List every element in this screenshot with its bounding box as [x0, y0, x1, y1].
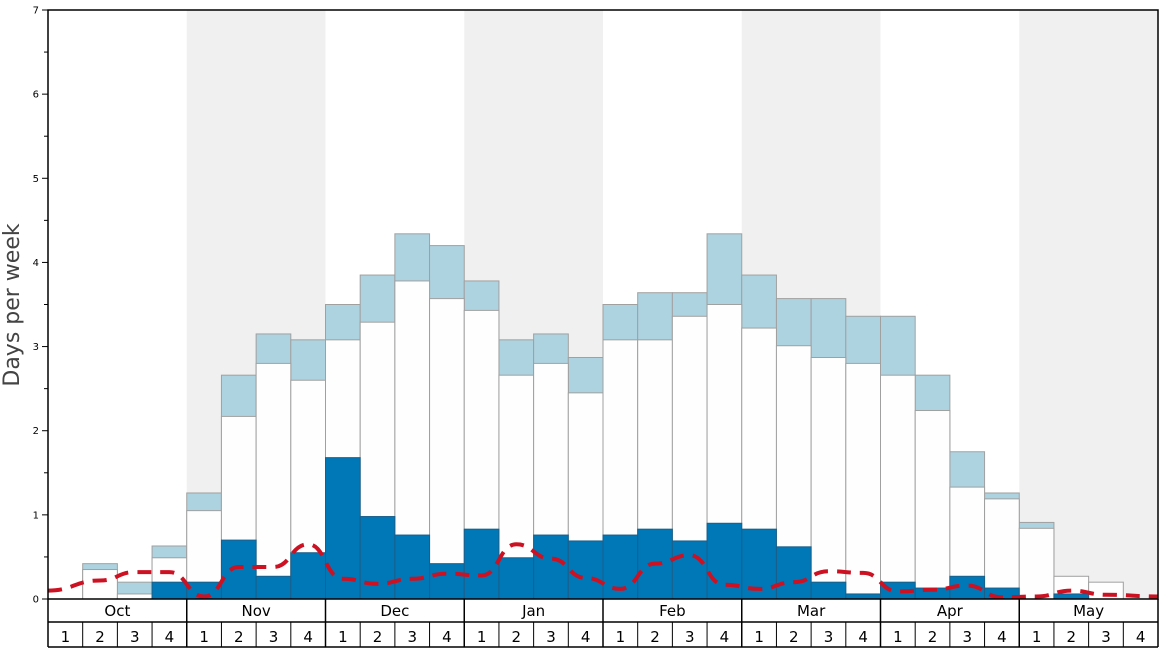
week-label-15: 3: [546, 628, 556, 646]
week-label-27: 3: [962, 628, 972, 646]
bar-dark-30: [1053, 593, 1090, 600]
bar-dark-10: [359, 516, 396, 600]
week-label-32: 4: [1136, 628, 1146, 646]
y-axis: 0 1 2 3 4 5 6 7: [33, 6, 48, 606]
week-label-13: 1: [477, 628, 487, 646]
month-label-may: May: [1073, 602, 1104, 620]
month-label-mar: Mar: [797, 602, 826, 620]
week-label-31: 3: [1101, 628, 1111, 646]
week-label-25: 1: [893, 628, 903, 646]
y-tick-label-6: 6: [33, 90, 39, 101]
x-axis: Oct Nov Dec Jan Feb Mar Apr May 1 2 3 4 1 2 3 4 1 2 3 4 1 2 3 4…: [47, 599, 1159, 648]
bar-dark-12: [429, 563, 465, 600]
plot-frame: [47, 9, 1159, 600]
trend-line-group: [47, 542, 1159, 600]
bar-dark-9: [325, 457, 361, 600]
week-label-21: 1: [754, 628, 764, 646]
bar-white-28: [984, 498, 1020, 600]
bar-white-12: [429, 298, 465, 600]
bar-dark-15: [533, 534, 569, 600]
month-label-feb: Feb: [659, 602, 686, 620]
y-tick-label-5: 5: [33, 174, 39, 185]
y-tick-label-1: 1: [33, 510, 39, 521]
week-label-29: 1: [1032, 628, 1042, 646]
bar-dark-6: [220, 539, 257, 600]
month-band-may: [1019, 10, 1158, 599]
bar-dark-19: [671, 540, 708, 600]
week-label-10: 2: [373, 628, 383, 646]
bar-dark-8: [290, 552, 326, 600]
week-label-18: 2: [650, 628, 660, 646]
week-label-2: 2: [95, 628, 105, 646]
week-label-19: 3: [685, 628, 695, 646]
bar-white-29: [1018, 527, 1055, 600]
y-tick-label-0: 0: [33, 595, 39, 606]
bar-white-2: [82, 569, 118, 600]
month-label-jan: Jan: [521, 602, 545, 620]
week-label-24: 4: [858, 628, 868, 646]
month-label-dec: Dec: [380, 602, 409, 620]
week-label-17: 1: [616, 628, 626, 646]
week-label-9: 1: [338, 628, 348, 646]
bar-dark-24: [845, 593, 881, 600]
bar-dark-4: [151, 581, 188, 600]
bar-white-24: [845, 362, 881, 600]
month-bands: [186, 10, 1158, 599]
week-label-30: 2: [1067, 628, 1077, 646]
bar-white-23: [810, 357, 847, 600]
bar-dark-7: [255, 575, 292, 600]
y-tick-label-4: 4: [33, 258, 39, 269]
bar-dark-23: [810, 581, 847, 600]
bar-dark-16: [567, 540, 604, 600]
week-label-1: 1: [61, 628, 71, 646]
week-label-16: 4: [581, 628, 591, 646]
bar-white-25: [880, 374, 916, 600]
month-label-apr: Apr: [937, 602, 964, 620]
week-label-28: 4: [997, 628, 1007, 646]
bar-dark-14: [498, 557, 535, 600]
trend-line: [47, 542, 1159, 600]
week-label-26: 2: [928, 628, 938, 646]
week-label-23: 3: [824, 628, 834, 646]
bar-white-26: [914, 410, 951, 600]
y-tick-label-7: 7: [33, 6, 39, 17]
week-label-3: 3: [130, 628, 140, 646]
bar-dark-13: [463, 528, 500, 600]
week-label-6: 2: [234, 628, 244, 646]
y-tick-label-2: 2: [33, 426, 39, 437]
week-label-11: 3: [407, 628, 417, 646]
week-label-22: 2: [789, 628, 799, 646]
week-label-20: 4: [720, 628, 730, 646]
bar-white-3: [116, 593, 153, 600]
week-label-7: 3: [269, 628, 279, 646]
week-label-14: 2: [512, 628, 522, 646]
week-label-4: 4: [165, 628, 175, 646]
month-label-oct: Oct: [104, 602, 130, 620]
bar-dark-11: [394, 534, 431, 600]
month-label-nov: Nov: [241, 602, 270, 620]
y-axis-label: Days per week: [0, 223, 25, 386]
bar-dark-22: [775, 546, 812, 600]
week-label-12: 4: [442, 628, 452, 646]
week-label-5: 1: [199, 628, 209, 646]
y-tick-label-3: 3: [33, 342, 39, 353]
week-label-8: 4: [303, 628, 313, 646]
